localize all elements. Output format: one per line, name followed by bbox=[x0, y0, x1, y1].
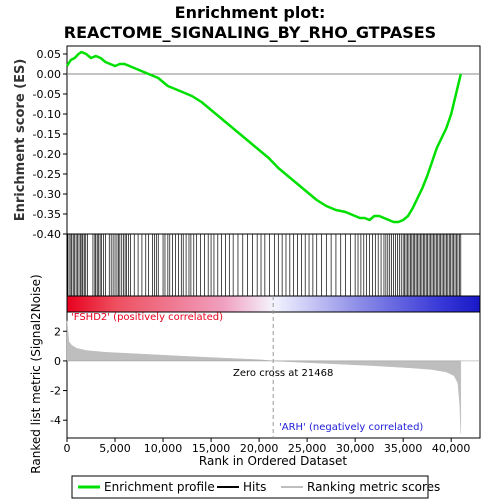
legend-box bbox=[71, 475, 429, 499]
metric-layer bbox=[66, 296, 480, 438]
x-axis-title: Rank in Ordered Dataset bbox=[199, 454, 347, 468]
metric-tick-label: 0 bbox=[54, 355, 61, 368]
legend-hits-label: Hits bbox=[243, 480, 266, 494]
legend-enrichment-label: Enrichment profile bbox=[104, 480, 215, 494]
es-tick-label: -0.35 bbox=[33, 208, 61, 221]
es-tick-label: -0.05 bbox=[33, 88, 61, 101]
zero-cross-label: Zero cross at 21468 bbox=[233, 368, 333, 379]
x-tick-label: 20,000 bbox=[240, 442, 279, 455]
x-tick-label: 5,000 bbox=[99, 442, 131, 455]
es-tick-label: -0.20 bbox=[33, 148, 61, 161]
es-line-layer bbox=[65, 50, 463, 224]
x-tick-label: 15,000 bbox=[192, 442, 231, 455]
hits-layer bbox=[67, 234, 462, 296]
x-tick-label: 30,000 bbox=[336, 442, 375, 455]
metric-y-axis-title: Ranked list metric (Signal2Noise) bbox=[29, 274, 43, 473]
metric-tick-label: 2 bbox=[54, 325, 61, 338]
x-tick-label: 40,000 bbox=[432, 442, 471, 455]
legend: Enrichment profile Hits Ranking metric s… bbox=[71, 475, 440, 499]
positive-correlation-label: 'FSHD2' (positively correlated) bbox=[71, 312, 223, 323]
es-tick-label: -0.25 bbox=[33, 168, 61, 181]
es-y-axis-title: Enrichment score (ES) bbox=[13, 59, 28, 222]
x-tick-label: 35,000 bbox=[384, 442, 423, 455]
es-tick-label: 0.05 bbox=[37, 48, 62, 61]
es-tick-label: -0.40 bbox=[33, 228, 61, 241]
hits-panel bbox=[66, 233, 481, 297]
legend-ranking-label: Ranking metric scores bbox=[307, 480, 440, 494]
x-tick-label: 10,000 bbox=[144, 442, 183, 455]
chart-title-line1: Enrichment plot: bbox=[175, 3, 326, 22]
negative-correlation-label: 'ARH' (negatively correlated) bbox=[279, 422, 423, 433]
x-tick-label: 25,000 bbox=[288, 442, 327, 455]
es-tick-label: 0.00 bbox=[37, 68, 62, 81]
enrichment-profile-line bbox=[65, 50, 463, 224]
ranking-metric-area bbox=[66, 320, 462, 434]
metric-tick-label: -4 bbox=[50, 414, 61, 427]
axes-layer: 0.05 0.00 -0.05 -0.10 -0.15 -0.20 -0.25 -0.30 -0… bbox=[33, 48, 471, 455]
es-tick-label: -0.10 bbox=[33, 108, 61, 121]
es-tick-label: -0.15 bbox=[33, 128, 61, 141]
metric-tick-label: -2 bbox=[50, 385, 61, 398]
x-tick-label: 0 bbox=[64, 442, 71, 455]
es-panel bbox=[66, 45, 481, 235]
chart-title-line2: REACTOME_SIGNALING_BY_RHO_GTPASES bbox=[64, 23, 436, 42]
es-tick-label: -0.30 bbox=[33, 188, 61, 201]
